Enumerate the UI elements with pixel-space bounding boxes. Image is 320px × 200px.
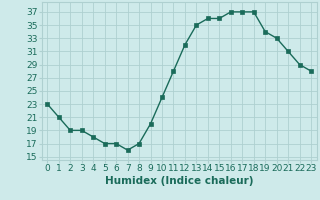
X-axis label: Humidex (Indice chaleur): Humidex (Indice chaleur) xyxy=(105,176,253,186)
